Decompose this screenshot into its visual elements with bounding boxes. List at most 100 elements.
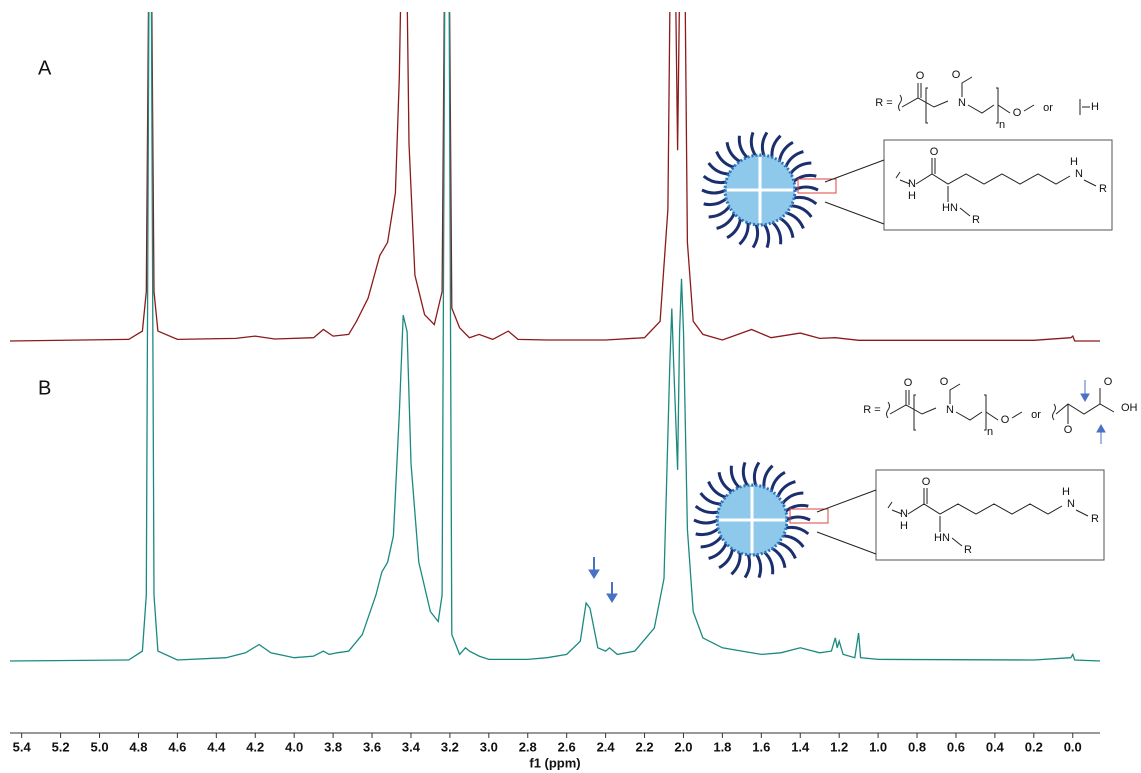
atom-label: OH: [1121, 402, 1138, 414]
bond: [816, 489, 877, 555]
atom-label: R =: [875, 97, 892, 109]
bond: [961, 76, 973, 97]
x-tick-label: 4.2: [246, 739, 264, 754]
atom-label: H: [908, 190, 916, 202]
polymer-arm: [792, 173, 817, 184]
bond: [997, 104, 1011, 114]
polymer-arm: [770, 134, 782, 159]
atom-label: H: [1070, 156, 1078, 168]
atom-label: H: [1062, 486, 1070, 498]
atom-label: R: [1091, 513, 1099, 525]
x-tick-label: 5.4: [13, 739, 32, 754]
polymer-arm: [784, 525, 810, 536]
polymer-arm: [716, 211, 736, 230]
polymer-arm: [703, 196, 728, 207]
bond: [949, 383, 961, 404]
atom-label: O: [922, 476, 931, 488]
micelle-divide: [727, 157, 793, 223]
x-tick-label: 1.8: [713, 739, 731, 754]
bond: [913, 394, 916, 431]
structure-box: [883, 139, 1113, 231]
highlight-box: [797, 178, 837, 194]
x-tick-label: 1.4: [791, 739, 810, 754]
x-tick-label: 0.4: [986, 739, 1005, 754]
atom-label: O: [952, 69, 961, 81]
marker-arrow: [1080, 380, 1106, 444]
x-tick-label: 3.4: [402, 739, 421, 754]
polymer-arm: [694, 504, 720, 515]
x-axis-label: f1 (ppm): [529, 755, 580, 770]
atom-label: N: [900, 508, 908, 520]
x-tick-label: 3.6: [363, 739, 381, 754]
peak-arrows: [588, 557, 618, 603]
micelle: [693, 461, 811, 579]
atom-label: H: [1091, 101, 1099, 113]
polymer-arm: [726, 217, 743, 240]
structure-box: [875, 469, 1105, 561]
polymer-arm: [707, 480, 727, 499]
highlight-box: [789, 508, 829, 524]
polymer-arm: [700, 534, 724, 549]
polymer-arm: [725, 142, 742, 164]
polymer-arm: [763, 550, 775, 575]
spectra: [9, 12, 1101, 662]
atom-label: O: [1013, 107, 1022, 119]
bond: [895, 171, 911, 185]
x-tick-label: 3.8: [324, 739, 342, 754]
atom-label: N: [1067, 498, 1075, 510]
polymer-arm: [702, 174, 728, 185]
x-tick-label: 2.8: [519, 739, 537, 754]
atom-label: O: [904, 377, 913, 389]
polymer-arm: [738, 221, 750, 246]
x-tick-label: 2.0: [674, 739, 692, 754]
polymer-arm: [762, 464, 774, 489]
polymer-arm: [788, 161, 812, 176]
atom-label: O: [1104, 376, 1113, 388]
atom-label: N: [1075, 168, 1083, 180]
bond: [996, 87, 999, 124]
arrow: [1096, 423, 1106, 444]
x-tick-label: 3.2: [441, 739, 459, 754]
micelle-divide: [719, 487, 785, 553]
bond: [931, 158, 936, 174]
atom-label: or: [1031, 409, 1041, 421]
polymer-arm: [754, 552, 763, 579]
bond: [1067, 388, 1101, 424]
atom-label: HN: [934, 532, 950, 544]
bond: [955, 411, 983, 421]
x-tick-label: 0.8: [908, 739, 926, 754]
bond: [901, 97, 949, 108]
bond: [1079, 99, 1090, 115]
x-tick-label: 0.6: [947, 739, 965, 754]
atom-label: N: [946, 404, 954, 416]
spectrum-line: [9, 12, 1101, 662]
bond: [951, 509, 1089, 547]
bond: [905, 390, 910, 405]
x-tick-label: 2.4: [597, 739, 616, 754]
atom-label: HN: [942, 202, 958, 214]
atom-label: O: [930, 146, 939, 158]
atom-label: R: [964, 544, 972, 556]
bond: [985, 411, 999, 421]
polymer-arm: [760, 131, 769, 157]
atom-label: n: [999, 119, 1005, 131]
atom-label: or: [1043, 102, 1053, 114]
atom-label: O: [940, 376, 949, 388]
atom-label: n: [987, 426, 993, 438]
atom-label: R =: [863, 404, 880, 416]
x-tick-label: 2.2: [635, 739, 653, 754]
polymer-arm: [785, 515, 811, 522]
bond: [1055, 403, 1115, 415]
polymer-arm: [715, 150, 735, 169]
polymer-arm: [771, 220, 783, 245]
bond: [887, 501, 903, 515]
polymer-arm: [792, 195, 818, 206]
x-tick-label: 3.0: [480, 739, 498, 754]
bond: [923, 488, 928, 504]
panel-label: A: [38, 57, 52, 79]
polymer-arm: [717, 472, 734, 494]
x-tick-label: 4.6: [168, 739, 186, 754]
polymer-arm: [695, 526, 720, 537]
bond: [925, 87, 928, 124]
